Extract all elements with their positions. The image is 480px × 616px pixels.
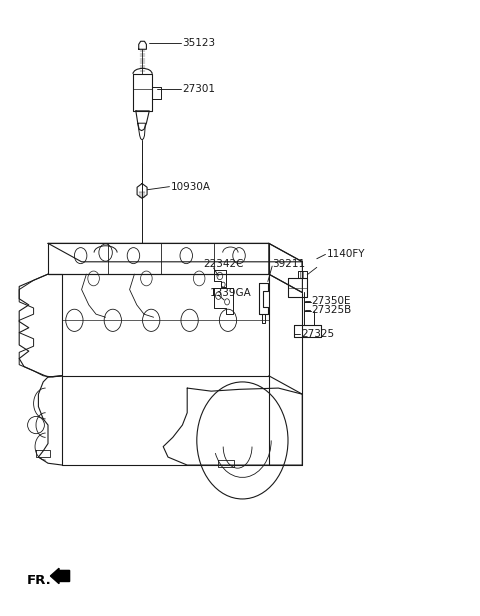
Text: 10930A: 10930A xyxy=(170,182,210,192)
Text: 1140FY: 1140FY xyxy=(326,249,365,259)
Text: 35123: 35123 xyxy=(182,38,216,48)
Text: FR.: FR. xyxy=(26,574,51,588)
Text: 1339GA: 1339GA xyxy=(210,288,252,298)
Text: 27325B: 27325B xyxy=(311,306,351,315)
Text: 27325: 27325 xyxy=(301,329,335,339)
Text: 22342C: 22342C xyxy=(203,259,243,269)
Text: 39211: 39211 xyxy=(272,259,305,269)
Text: 27350E: 27350E xyxy=(311,296,350,306)
FancyArrow shape xyxy=(50,568,70,584)
Text: 27301: 27301 xyxy=(182,84,216,94)
